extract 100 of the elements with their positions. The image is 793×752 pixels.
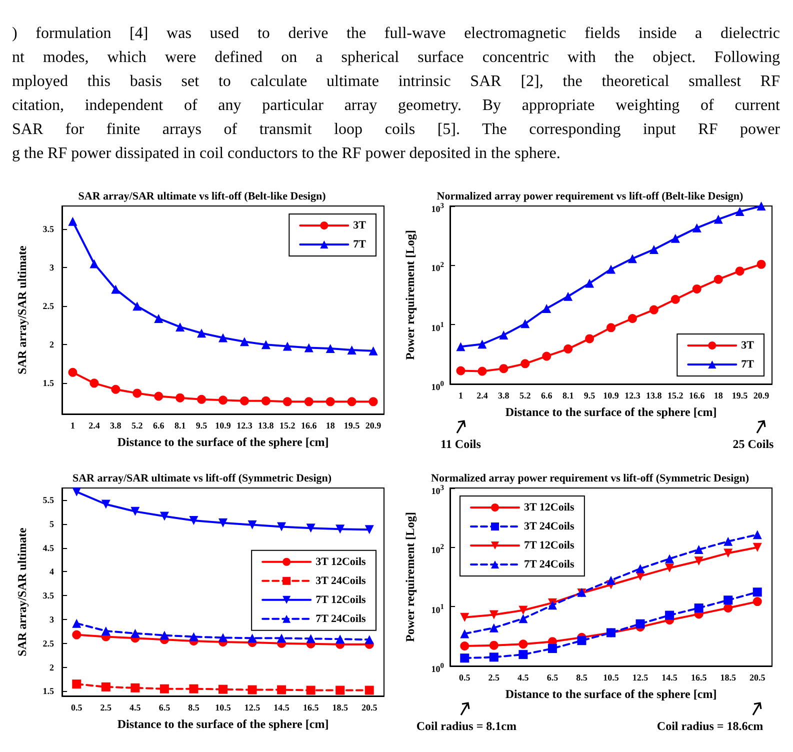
x-tick-label: 2.4 <box>476 390 488 400</box>
x-axis-title: Distance to the surface of the sphere [cm] <box>505 687 717 701</box>
point <box>101 500 110 509</box>
x-axis-title: Distance to the surface of the sphere [cm] <box>117 435 329 449</box>
point <box>218 518 228 528</box>
point <box>90 378 99 388</box>
y-axis-title: SAR array/SAR ultimate <box>15 245 29 374</box>
point <box>277 685 286 694</box>
legend-label: 7T <box>741 358 755 370</box>
legend-label: 3T <box>353 220 367 232</box>
point <box>189 632 198 642</box>
point <box>548 600 557 610</box>
x-tick-label: 18.5 <box>332 702 348 712</box>
point <box>304 397 314 406</box>
point <box>564 344 573 354</box>
point <box>756 260 766 269</box>
legend-label: 3T 12Coils <box>316 556 367 568</box>
point <box>577 636 586 646</box>
point <box>364 525 374 534</box>
point <box>460 642 470 651</box>
point <box>499 330 508 340</box>
point <box>154 314 164 323</box>
point <box>518 614 528 624</box>
x-tick-label: 15.2 <box>280 420 296 430</box>
point <box>692 223 702 232</box>
point <box>478 366 487 376</box>
text: mployed this basis set to calculate ultimate intrinsic SAR [2], the theoretical smallest RF <box>12 72 780 92</box>
point <box>132 302 142 311</box>
x-tick-label: 13.8 <box>258 420 274 430</box>
point <box>368 346 378 356</box>
point <box>72 630 82 640</box>
x-tick-label: 12.3 <box>624 390 641 400</box>
point <box>197 394 206 404</box>
point <box>72 680 82 689</box>
point <box>72 487 82 496</box>
x-tick-label: 4.5 <box>130 702 142 712</box>
point <box>160 512 169 521</box>
point <box>189 516 198 526</box>
x-tick-label: 12.5 <box>632 672 649 682</box>
legend-label: 7T 12Coils <box>524 540 575 552</box>
point <box>489 640 498 650</box>
point <box>460 612 470 622</box>
x-tick-label: 16.5 <box>302 702 320 712</box>
point <box>160 684 169 694</box>
point <box>364 635 374 644</box>
y-tick-label: 5 <box>50 518 54 529</box>
y-tick-label: 3 <box>50 614 54 624</box>
x-tick-label: 13.8 <box>646 390 662 400</box>
text: 11 Coils <box>440 437 482 451</box>
point <box>130 506 140 516</box>
chart-title: Normalized array power requirement vs lift-off (Symmetric Design) <box>430 472 750 484</box>
point <box>752 542 762 552</box>
point <box>520 359 530 368</box>
x-tick-label: 12.3 <box>236 420 253 430</box>
y-tick-label: 1.5 <box>42 378 54 388</box>
y-tick-label: 4.5 <box>42 542 54 553</box>
x-tick-label: 18 <box>714 390 724 400</box>
point <box>130 628 140 638</box>
x-tick-label: 5.2 <box>132 420 144 430</box>
x-tick-label: 0.5 <box>71 702 83 712</box>
point <box>218 684 228 694</box>
point <box>456 342 466 352</box>
point <box>714 274 723 284</box>
point <box>628 314 637 324</box>
point <box>542 352 552 361</box>
point <box>261 396 270 406</box>
point <box>68 216 78 226</box>
point <box>756 202 766 210</box>
x-tick-label: 14.5 <box>662 672 678 682</box>
point <box>277 634 286 643</box>
x-tick-label: 15.2 <box>668 390 684 400</box>
point <box>336 686 345 695</box>
point <box>724 596 733 605</box>
chart-title: SAR array/SAR ultimate vs lift-off (Belt-like Design) <box>78 190 326 202</box>
x-tick-label: 20.9 <box>365 420 382 430</box>
point <box>218 333 228 342</box>
x-tick-label: 5.2 <box>520 390 532 400</box>
point <box>306 634 316 644</box>
y-tick-label: 10$^{1}$ <box>431 600 444 616</box>
x-tick-label: 6.5 <box>546 672 559 682</box>
point <box>282 397 292 406</box>
x-tick-label: 9.5 <box>196 420 208 430</box>
point <box>628 254 637 264</box>
point <box>606 264 616 274</box>
text: ) formulation [4] was used to derive the full-wave electromagnetic fields inside a dielectric <box>12 24 780 44</box>
x-tick-label: 6.6 <box>152 420 165 430</box>
point <box>336 634 345 644</box>
point <box>306 686 316 695</box>
x-tick-label: 0.5 <box>459 672 471 682</box>
point <box>714 214 723 224</box>
x-tick-label: 16.6 <box>688 390 706 400</box>
y-tick-label: 10$^{1}$ <box>431 318 444 334</box>
point <box>154 392 164 401</box>
y-tick-label: 2.5 <box>42 638 54 648</box>
y-tick-label: 10$^{2}$ <box>431 541 444 556</box>
point <box>326 344 335 354</box>
point <box>518 606 528 615</box>
x-tick-label: 10.5 <box>215 702 232 712</box>
point <box>489 652 498 662</box>
point <box>585 278 594 288</box>
